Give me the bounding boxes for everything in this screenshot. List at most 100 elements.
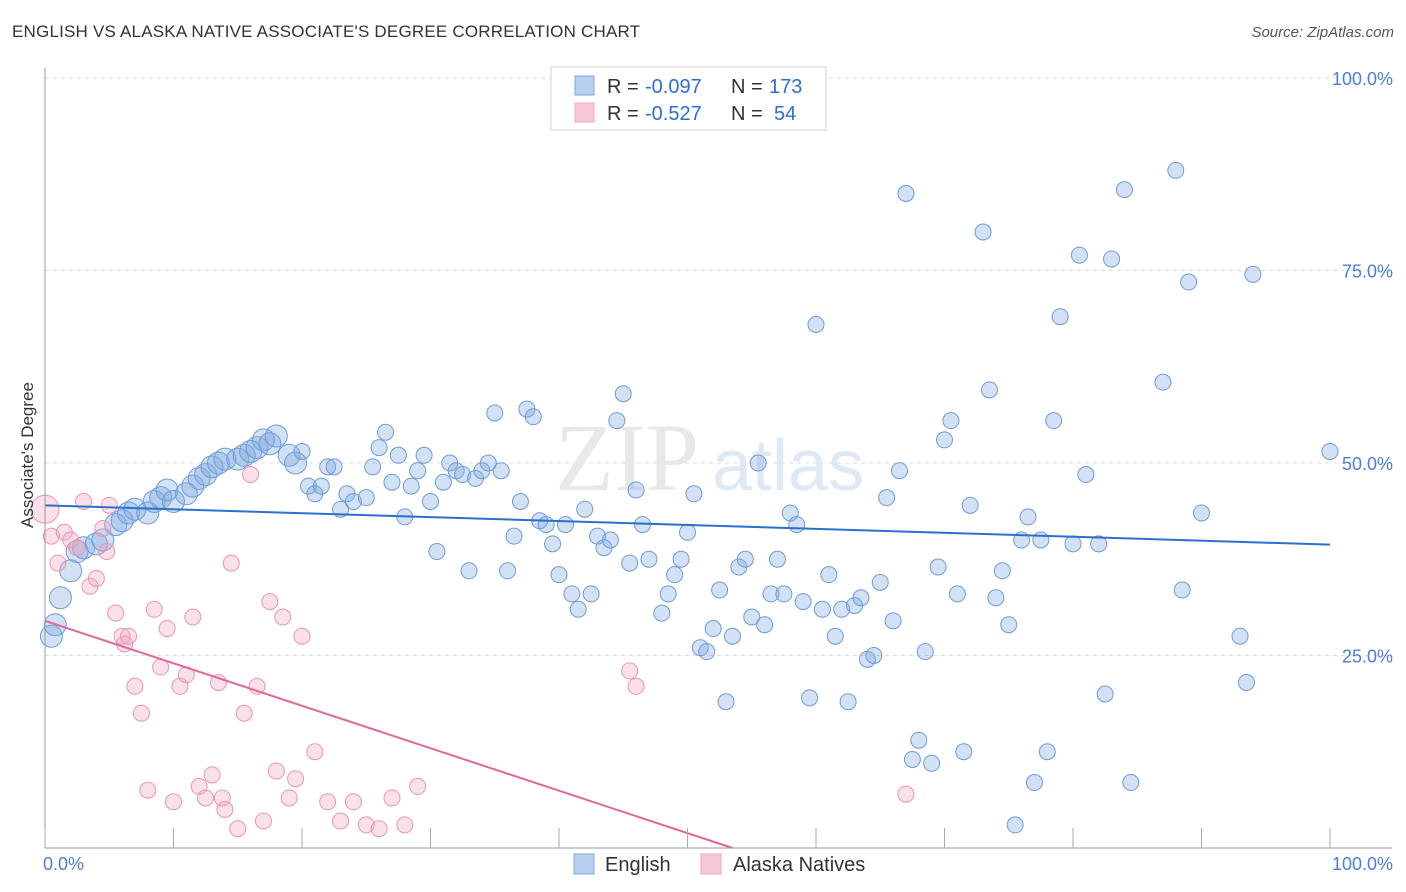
english-point xyxy=(312,477,330,495)
alaska-point xyxy=(184,608,202,626)
english-point xyxy=(1038,743,1056,761)
english-point xyxy=(1244,265,1262,283)
alaska-point xyxy=(107,604,125,622)
english-point xyxy=(232,443,256,467)
english-point xyxy=(955,743,973,761)
alaska-point xyxy=(235,704,253,722)
english-point xyxy=(563,585,581,603)
alaska-point xyxy=(280,789,298,807)
english-point xyxy=(1025,774,1043,792)
english-point xyxy=(653,604,671,622)
y-axis-title: Associate's Degree xyxy=(18,382,37,528)
english-point xyxy=(762,585,780,603)
english-point xyxy=(1154,373,1172,391)
english-point xyxy=(264,424,288,448)
english-point xyxy=(608,412,626,430)
english-point xyxy=(813,600,831,618)
english-point xyxy=(415,446,433,464)
english-point xyxy=(213,447,237,471)
alaska-point xyxy=(126,677,144,695)
english-point xyxy=(929,558,947,576)
english-point xyxy=(910,731,928,749)
english-point xyxy=(601,531,619,549)
english-point xyxy=(980,381,998,399)
alaska-point xyxy=(68,539,86,557)
alaska-point xyxy=(242,466,260,484)
english-point xyxy=(749,454,767,472)
english-point xyxy=(1019,508,1037,526)
alaska-point xyxy=(332,812,350,830)
alaska-point xyxy=(254,812,272,830)
alaska-point xyxy=(287,770,305,788)
alaska-point xyxy=(49,554,67,572)
english-point xyxy=(1103,250,1121,268)
alaska-point xyxy=(132,704,150,722)
english-point xyxy=(672,550,690,568)
alaska-point xyxy=(319,793,337,811)
english-point xyxy=(993,562,1011,580)
english-point xyxy=(174,482,198,506)
english-point xyxy=(434,473,452,491)
english-point xyxy=(852,589,870,607)
english-point xyxy=(916,643,934,661)
english-point xyxy=(923,754,941,772)
english-point xyxy=(1077,466,1095,484)
alaska-point xyxy=(100,496,118,514)
english-point xyxy=(550,566,568,584)
english-point xyxy=(377,423,395,441)
alaska-point xyxy=(267,762,285,780)
english-point xyxy=(1006,816,1024,834)
english-point xyxy=(723,627,741,645)
english-point xyxy=(698,643,716,661)
english-point xyxy=(284,451,308,475)
english-point xyxy=(1237,673,1255,691)
english-point xyxy=(258,432,282,456)
english-point xyxy=(344,493,362,510)
watermark-atlas: atlas xyxy=(712,426,864,506)
legend-box xyxy=(550,66,827,131)
alaska-point xyxy=(396,816,414,834)
legend-r-label-alaska: R = xyxy=(607,103,639,125)
chart-title: ENGLISH VS ALASKA NATIVE ASSOCIATE'S DEG… xyxy=(12,22,641,41)
english-point xyxy=(155,478,179,502)
english-point xyxy=(1070,246,1088,264)
bottom-legend-alaska-label: Alaska Natives xyxy=(733,854,865,876)
english-point xyxy=(1000,616,1018,634)
correlation-legend: R = -0.097 N = 173 R = -0.527 N = 54 xyxy=(550,66,827,131)
english-trend-line xyxy=(44,504,1331,546)
alaska-trend-line xyxy=(44,619,733,849)
alaska-point xyxy=(357,816,375,834)
english-point xyxy=(454,466,472,484)
watermark-zip: ZIP xyxy=(555,404,699,511)
english-point xyxy=(961,496,979,514)
english-point xyxy=(364,458,382,476)
alaska-point xyxy=(203,766,221,784)
english-point xyxy=(1115,181,1133,199)
english-point xyxy=(402,477,420,495)
english-point xyxy=(1231,627,1249,645)
english-point xyxy=(679,523,696,541)
english-point xyxy=(486,404,504,422)
y-tick-label: 50.0% xyxy=(1342,454,1393,474)
english-point xyxy=(245,436,269,460)
english-point xyxy=(499,562,517,580)
alaska-point xyxy=(627,677,645,695)
english-point xyxy=(1096,685,1114,703)
english-point xyxy=(987,589,1005,607)
english-point xyxy=(775,585,793,603)
english-point xyxy=(903,750,921,768)
alaska-point xyxy=(344,793,362,811)
english-point xyxy=(640,550,658,568)
alaska-point xyxy=(383,789,401,807)
english-point xyxy=(537,516,555,534)
english-point xyxy=(251,428,275,452)
english-point xyxy=(181,474,205,498)
english-point xyxy=(48,586,72,610)
english-point xyxy=(891,462,909,480)
english-points xyxy=(39,161,1339,834)
english-point xyxy=(1193,504,1210,522)
english-point xyxy=(627,481,645,499)
alaska-points xyxy=(30,466,915,838)
english-point xyxy=(948,585,966,603)
